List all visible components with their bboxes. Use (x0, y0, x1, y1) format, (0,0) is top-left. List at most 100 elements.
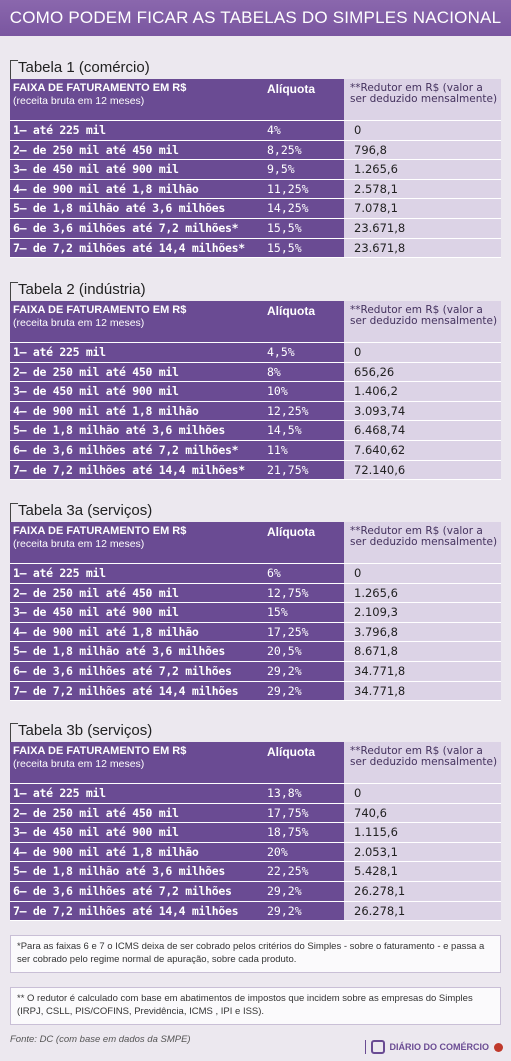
table-row: 5— de 1,8 milhão até 3,6 milhões 20,5% 8.6… (10, 642, 501, 662)
cell-faixa: 5— de 1,8 milhão até 3,6 milhões (10, 862, 262, 881)
cell-faixa: 6— de 3,6 milhões até 7,2 milhões* (10, 440, 262, 460)
header-faixa: FAIXA DE FATURAMENTO EM R$ (receita bruta… (10, 522, 262, 563)
cell-faixa: 3— de 450 mil até 900 mil (10, 160, 262, 179)
cell-aliquota: 12,25% (262, 401, 344, 421)
cell-redutor: 3.093,74 (344, 401, 501, 421)
cell-aliquota: 15,5% (262, 238, 344, 258)
table-title-text: Tabela 1 (comércio) (18, 59, 150, 76)
page-title: COMO PODEM FICAR AS TABELAS DO SIMPLES N… (0, 0, 511, 36)
cell-faixa: 2— de 250 mil até 450 mil (10, 803, 262, 823)
cell-aliquota: 20% (262, 842, 344, 862)
cell-redutor: 8.671,8 (344, 642, 501, 661)
cell-faixa: 1— até 225 mil (10, 121, 262, 140)
header-faixa-label: FAIXA DE FATURAMENTO EM R$ (13, 745, 187, 757)
table-row: 6— de 3,6 milhões até 7,2 milhões* 15,5% 2… (10, 218, 501, 239)
brand-logo-icon (371, 1040, 386, 1054)
note-redutor: ** O redutor é calculado com base em aba… (10, 987, 501, 1025)
cell-aliquota: 20,5% (262, 642, 344, 661)
cell-redutor: 5.428,1 (344, 862, 501, 881)
table-row: 1— até 225 mil 13,8% 0 (10, 784, 501, 804)
cell-redutor: 0 (344, 784, 501, 803)
table-row: 4— de 900 mil até 1,8 milhão 11,25% 2.578,… (10, 179, 501, 200)
cell-redutor: 1.115,6 (344, 823, 501, 842)
brand-separator (365, 1040, 367, 1054)
table-title: Tabela 3a (serviços) (10, 498, 501, 522)
cell-faixa: 4— de 900 mil até 1,8 milhão (10, 842, 262, 862)
header-faixa-label: FAIXA DE FATURAMENTO EM R$ (13, 304, 187, 316)
header-redutor: **Redutor em R$ (valor a ser deduzido me… (344, 79, 501, 120)
cell-redutor: 23.671,8 (344, 238, 501, 258)
table-row: 4— de 900 mil até 1,8 milhão 17,25% 3.796,… (10, 622, 501, 643)
cell-aliquota: 29,2% (262, 661, 344, 681)
header-redutor: **Redutor em R$ (valor a ser deduzido me… (344, 522, 501, 563)
table-header: FAIXA DE FATURAMENTO EM R$ (receita bruta… (10, 301, 501, 343)
table-section: Tabela 2 (indústria) FAIXA DE FATURAMENTO… (10, 277, 501, 481)
cell-faixa: 6— de 3,6 milhões até 7,2 milhões* (10, 218, 262, 238)
cell-aliquota: 18,75% (262, 823, 344, 842)
cell-redutor: 0 (344, 121, 501, 140)
header-faixa: FAIXA DE FATURAMENTO EM R$ (receita bruta… (10, 742, 262, 783)
title-bracket (10, 282, 18, 301)
cell-aliquota: 29,2% (262, 681, 344, 701)
brand-mark-icon (494, 1042, 503, 1052)
cell-redutor: 1.265,6 (344, 160, 501, 179)
cell-redutor: 26.278,1 (344, 901, 501, 921)
cell-redutor: 740,6 (344, 803, 501, 823)
cell-aliquota: 14,5% (262, 421, 344, 440)
table-row: 7— de 7,2 milhões até 14,4 milhões 29,2% 3… (10, 681, 501, 702)
header-aliquota: Alíquota (267, 304, 315, 318)
header-faixa: FAIXA DE FATURAMENTO EM R$ (receita bruta… (10, 79, 262, 120)
cell-redutor: 34.771,8 (344, 661, 501, 681)
table-section: Tabela 3a (serviços) FAIXA DE FATURAMENTO… (10, 498, 501, 702)
title-bracket (10, 60, 18, 79)
cell-aliquota: 6% (262, 564, 344, 583)
table-row: 6— de 3,6 milhões até 7,2 milhões* 11% 7.6… (10, 440, 501, 461)
cell-redutor: 34.771,8 (344, 681, 501, 701)
table-row: 7— de 7,2 milhões até 14,4 milhões 29,2% 2… (10, 901, 501, 922)
table-row: 6— de 3,6 milhões até 7,2 milhões 29,2% 26… (10, 881, 501, 902)
brand-footer: DIÁRIO DO COMÉRCIO (365, 1040, 503, 1054)
cell-faixa: 4— de 900 mil até 1,8 milhão (10, 401, 262, 421)
cell-aliquota: 15% (262, 603, 344, 622)
table-row: 3— de 450 mil até 900 mil 10% 1.406,2 (10, 382, 501, 402)
cell-aliquota: 11% (262, 440, 344, 460)
cell-aliquota: 14,25% (262, 199, 344, 218)
table-row: 5— de 1,8 milhão até 3,6 milhões 14,25% 7.… (10, 199, 501, 219)
header-faixa-sub: (receita bruta em 12 meses) (13, 538, 145, 550)
cell-redutor: 796,8 (344, 140, 501, 160)
title-bracket (10, 723, 18, 742)
table-row: 5— de 1,8 milhão até 3,6 milhões 22,25% 5.… (10, 862, 501, 882)
cell-redutor: 1.265,6 (344, 583, 501, 603)
table-row: 1— até 225 mil 6% 0 (10, 564, 501, 584)
cell-faixa: 7— de 7,2 milhões até 14,4 milhões (10, 681, 262, 701)
cell-redutor: 0 (344, 343, 501, 362)
cell-redutor: 2.053,1 (344, 842, 501, 862)
table-title-text: Tabela 2 (indústria) (18, 281, 146, 298)
cell-aliquota: 12,75% (262, 583, 344, 603)
table-row: 2— de 250 mil até 450 mil 17,75% 740,6 (10, 803, 501, 824)
cell-aliquota: 8% (262, 362, 344, 382)
cell-redutor: 2.109,3 (344, 603, 501, 622)
cell-faixa: 6— de 3,6 milhões até 7,2 milhões (10, 881, 262, 901)
cell-faixa: 7— de 7,2 milhões até 14,4 milhões (10, 901, 262, 921)
cell-redutor: 72.140,6 (344, 460, 501, 480)
cell-faixa: 7— de 7,2 milhões até 14,4 milhões* (10, 460, 262, 480)
table-row: 5— de 1,8 milhão até 3,6 milhões 14,5% 6.4… (10, 421, 501, 441)
cell-aliquota: 10% (262, 382, 344, 401)
table-row: 4— de 900 mil até 1,8 milhão 12,25% 3.093,… (10, 401, 501, 422)
table-row: 2— de 250 mil até 450 mil 12,75% 1.265,6 (10, 583, 501, 604)
table-row: 2— de 250 mil até 450 mil 8% 656,26 (10, 362, 501, 383)
header-aliquota: Alíquota (267, 82, 315, 96)
table-row: 1— até 225 mil 4% 0 (10, 121, 501, 141)
cell-faixa: 7— de 7,2 milhões até 14,4 milhões* (10, 238, 262, 258)
header-redutor: **Redutor em R$ (valor a ser deduzido me… (344, 742, 501, 783)
header-faixa-sub: (receita bruta em 12 meses) (13, 95, 145, 107)
table-header: FAIXA DE FATURAMENTO EM R$ (receita bruta… (10, 79, 501, 121)
cell-faixa: 6— de 3,6 milhões até 7,2 milhões (10, 661, 262, 681)
cell-redutor: 23.671,8 (344, 218, 501, 238)
cell-redutor: 1.406,2 (344, 382, 501, 401)
cell-redutor: 7.640,62 (344, 440, 501, 460)
cell-aliquota: 9,5% (262, 160, 344, 179)
cell-faixa: 5— de 1,8 milhão até 3,6 milhões (10, 421, 262, 440)
cell-aliquota: 4,5% (262, 343, 344, 362)
